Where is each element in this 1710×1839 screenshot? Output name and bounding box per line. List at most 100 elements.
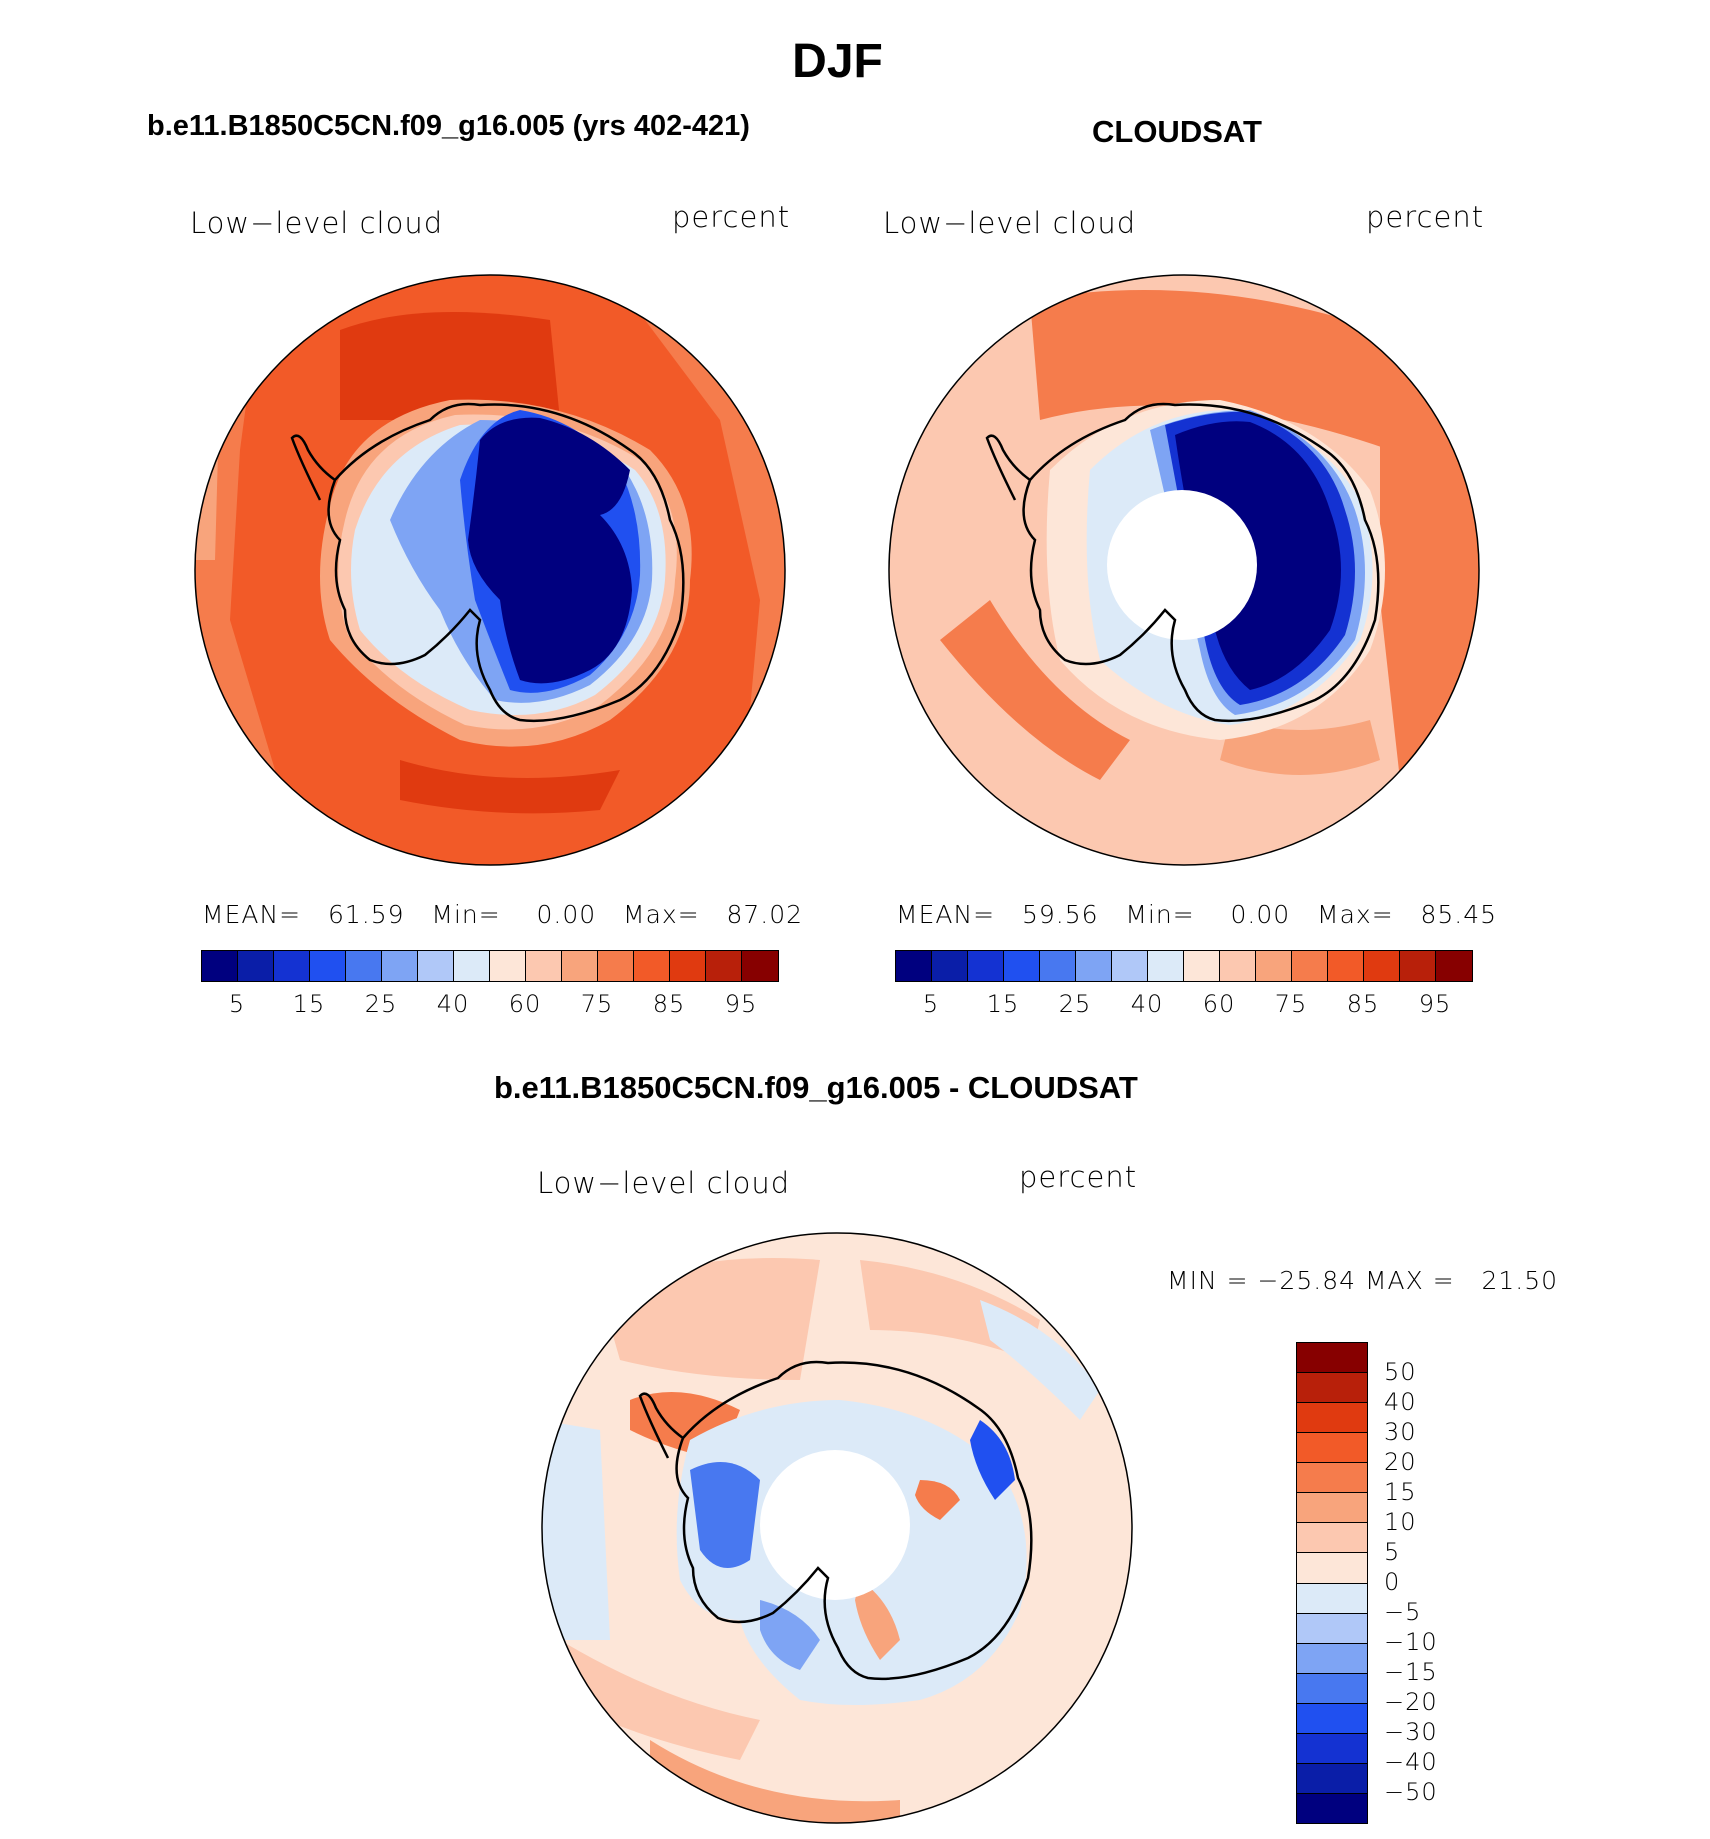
panel-c-colorbar-swatch	[1297, 1343, 1367, 1374]
panel-a-colorbar-tick-label: 15	[292, 990, 326, 1018]
panel-c-antarctica-coastline	[675, 1360, 1033, 1681]
panel-c-colorbar-swatch	[1297, 1793, 1367, 1823]
panel-b-title: CLOUDSAT	[1092, 114, 1262, 149]
panel-c-variable-label: Low−level cloud	[537, 1166, 791, 1200]
panel-b-stats: MEAN= 59.56 Min= 0.00 Max= 85.45	[896, 900, 1497, 929]
panel-a-variable-label: Low−level cloud	[190, 206, 444, 240]
panel-c-west-negative	[542, 1420, 610, 1640]
panel-a-max-label: Max=	[623, 900, 700, 929]
panel-a-colorbar-tick-label: 75	[580, 990, 614, 1018]
panel-a-colorbar-swatch	[526, 951, 562, 981]
panel-a-map-border	[194, 274, 786, 866]
panel-b-peninsula-coastline	[985, 434, 1031, 501]
panel-b-colorbar-swatch	[1220, 951, 1256, 981]
panel-a-min-label: Min=	[431, 900, 501, 929]
panel-a-colorbar-swatch	[562, 951, 598, 981]
panel-a-peninsula-coastline	[290, 434, 336, 501]
panel-c-colorbar-tick-label: 10	[1384, 1508, 1417, 1536]
panel-c-colorbar-swatch	[1297, 1763, 1367, 1794]
panel-b-mean-value: 59.56	[1021, 900, 1099, 929]
panel-a-colorbar-swatch	[418, 951, 454, 981]
panel-b-max-value: 85.45	[1420, 900, 1498, 929]
panel-a-colorbar-swatch	[310, 951, 346, 981]
panel-a-colorbar-swatch	[742, 951, 778, 981]
panel-a-colorbar-tick-label: 25	[364, 990, 398, 1018]
panel-b-colorbar-tick-label: 15	[986, 990, 1020, 1018]
panel-a-colorbar-tick-label: 85	[652, 990, 686, 1018]
panel-c-colorbar-swatch	[1297, 1583, 1367, 1614]
panel-c-east-coast-negative	[970, 1420, 1015, 1500]
panel-b-max-label: Max=	[1317, 900, 1394, 929]
panel-c-south-coast-positive	[855, 1580, 900, 1660]
panel-b-min-label: Min=	[1125, 900, 1195, 929]
panel-c-map-border	[541, 1232, 1133, 1824]
panel-c-colorbar-tick-label: 5	[1384, 1538, 1401, 1566]
panel-b-variable-label: Low−level cloud	[883, 206, 1137, 240]
panel-c-colorbar-tick-label: −40	[1384, 1748, 1438, 1776]
panel-a-colorbar-tick-label: 60	[508, 990, 542, 1018]
panel-a-colorbar-swatch	[706, 951, 742, 981]
panel-c-interior-positive	[915, 1480, 960, 1520]
panel-c-colorbar-tick-label: −5	[1384, 1598, 1422, 1626]
panel-a-colorbar-swatch	[454, 951, 490, 981]
panel-c-colorbar-tick-label: 20	[1384, 1448, 1417, 1476]
panel-b-colorbar-swatch	[1148, 951, 1184, 981]
panel-c-colorbar-tick-label: −50	[1384, 1778, 1438, 1806]
panel-a-mean-label: MEAN=	[202, 900, 302, 929]
panel-b-colorbar-tick-label: 25	[1058, 990, 1092, 1018]
panel-c-colorbar-swatch	[1297, 1643, 1367, 1674]
panel-b-colorbar-swatch	[1112, 951, 1148, 981]
panel-c-colorbar-tick-label: 0	[1384, 1568, 1401, 1596]
panel-b-colorbar-swatch	[1256, 951, 1292, 981]
panel-c-colorbar-tick-label: −10	[1384, 1628, 1438, 1656]
panel-c-colorbar-tick-label: −15	[1384, 1658, 1438, 1686]
panel-b-colorbar-swatch	[1076, 951, 1112, 981]
panel-a-colorbar-tick-label: 95	[724, 990, 758, 1018]
panel-a-title: b.e11.B1850C5CN.f09_g16.005 (yrs 402-421…	[147, 110, 750, 142]
panel-a-colorbar-swatch	[670, 951, 706, 981]
panel-a-colorbar-swatch	[634, 951, 670, 981]
panel-a-colorbar-swatch	[238, 951, 274, 981]
panel-b-colorbar-swatch	[968, 951, 1004, 981]
panel-c-colorbar-tick-label: 30	[1384, 1418, 1417, 1446]
panel-c-colorbar-swatch	[1297, 1523, 1367, 1554]
panel-c-southwest-coast-negative	[760, 1600, 820, 1670]
panel-c-colorbar-swatch	[1297, 1733, 1367, 1764]
panel-a-colorbar-swatch	[382, 951, 418, 981]
panel-c-colorbar-tick-label: 50	[1384, 1358, 1417, 1386]
panel-c-colorbar-swatch	[1297, 1373, 1367, 1404]
panel-b-colorbar-swatch	[1400, 951, 1436, 981]
panel-c-colorbar-swatch	[1297, 1553, 1367, 1584]
panel-b-colorbar	[895, 950, 1473, 982]
panel-b-colorbar-swatch	[896, 951, 932, 981]
panel-c-west-coast-negative	[690, 1462, 760, 1568]
panel-a-colorbar-swatch	[202, 951, 238, 981]
panel-b-colorbar-swatch	[1328, 951, 1364, 981]
panel-b-colorbar-tick-label: 95	[1418, 990, 1452, 1018]
panel-b-map-border	[888, 274, 1480, 866]
panel-b-colorbar-swatch	[1364, 951, 1400, 981]
panel-c-colorbar-swatch	[1297, 1433, 1367, 1464]
panel-a-antarctica-coastline	[327, 402, 685, 723]
panel-a-north-max	[340, 312, 560, 420]
panel-c-colorbar-tick-label: 40	[1384, 1388, 1417, 1416]
panel-a-colorbar-swatch	[346, 951, 382, 981]
panel-c-colorbar-tick-label: 15	[1384, 1478, 1417, 1506]
panel-a-colorbar	[201, 950, 779, 982]
panel-b-colorbar-swatch	[932, 951, 968, 981]
panel-b-min-value: 0.00	[1230, 900, 1291, 929]
panel-a-units-label: percent	[672, 200, 791, 234]
panel-c-peninsula-coastline	[638, 1392, 684, 1459]
panel-c-colorbar-ticks: 50 40 30 20 15 10 5 0 −5 −10 −15 −20 −30 −40 −50	[1384, 1342, 1504, 1822]
panel-b-colorbar-tick-label: 60	[1202, 990, 1236, 1018]
panel-c-polar-gap	[760, 1450, 910, 1600]
panel-b-mean-label: MEAN=	[896, 900, 996, 929]
panel-c-southwest-band	[560, 1640, 760, 1760]
panel-b-colorbar-swatch	[1436, 951, 1472, 981]
panel-c-northeast-negative	[980, 1300, 1100, 1420]
panel-a-colorbar-swatch	[598, 951, 634, 981]
panel-c-colorbar-swatch	[1297, 1673, 1367, 1704]
